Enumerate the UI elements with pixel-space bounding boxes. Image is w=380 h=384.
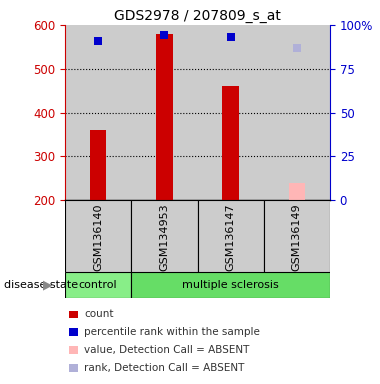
Bar [156, 34, 173, 200]
Point [95, 38, 101, 44]
Text: GSM136149: GSM136149 [292, 204, 302, 271]
Text: value, Detection Call = ABSENT: value, Detection Call = ABSENT [84, 345, 249, 355]
Text: GSM136140: GSM136140 [93, 204, 103, 271]
Bar [131, 25, 198, 200]
Bar [90, 130, 106, 200]
Text: count: count [84, 310, 114, 319]
Text: ▶: ▶ [43, 278, 53, 291]
Text: disease state: disease state [4, 280, 78, 290]
Bar [264, 200, 330, 272]
Text: GSM136147: GSM136147 [226, 204, 236, 271]
Point [294, 45, 300, 51]
Text: control: control [79, 280, 117, 290]
Bar [131, 200, 198, 272]
Text: percentile rank within the sample: percentile rank within the sample [84, 327, 260, 337]
Point [162, 31, 168, 38]
Bar [198, 25, 264, 200]
Text: GSM134953: GSM134953 [159, 204, 169, 271]
Bar [264, 25, 330, 200]
Point [228, 34, 234, 40]
Bar [65, 25, 131, 200]
Bar [65, 272, 131, 298]
Bar [131, 272, 330, 298]
Bar [222, 86, 239, 200]
Title: GDS2978 / 207809_s_at: GDS2978 / 207809_s_at [114, 8, 281, 23]
Text: multiple sclerosis: multiple sclerosis [182, 280, 279, 290]
Bar [65, 200, 131, 272]
Bar [288, 182, 305, 200]
Bar [198, 200, 264, 272]
Text: rank, Detection Call = ABSENT: rank, Detection Call = ABSENT [84, 363, 244, 373]
